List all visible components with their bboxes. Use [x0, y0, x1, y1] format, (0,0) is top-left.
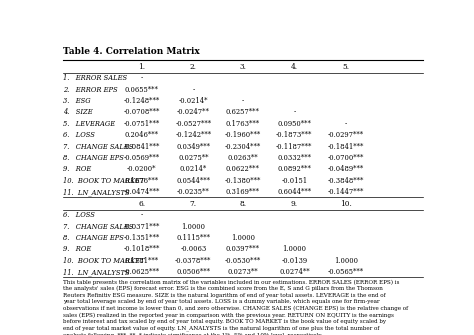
Text: -0.3848***: -0.3848*** [328, 177, 364, 185]
Text: -0.0527***: -0.0527*** [175, 120, 211, 128]
Text: 6.   LOSS: 6. LOSS [63, 131, 95, 139]
Text: -0.0151: -0.0151 [281, 177, 308, 185]
Text: -0.0751***: -0.0751*** [124, 120, 160, 128]
Text: -0.1242***: -0.1242*** [175, 131, 211, 139]
Text: 11.  LN_ANALYSTS: 11. LN_ANALYSTS [63, 268, 129, 276]
Text: 10.: 10. [340, 200, 352, 208]
Text: -: - [293, 109, 295, 117]
Text: -0.1873***: -0.1873*** [276, 131, 312, 139]
Text: -0.1447***: -0.1447*** [328, 188, 364, 196]
Text: 0.1676***: 0.1676*** [125, 177, 159, 185]
Text: 8.: 8. [239, 200, 246, 208]
Text: 1.0000: 1.0000 [182, 223, 205, 231]
Text: 0.1781***: 0.1781*** [125, 257, 159, 265]
Text: 3.   ESG: 3. ESG [63, 97, 91, 105]
Text: -: - [141, 74, 143, 82]
Text: 0.0397***: 0.0397*** [226, 246, 260, 253]
Text: -0.0474***: -0.0474*** [124, 188, 160, 196]
Text: -0.2304***: -0.2304*** [225, 142, 261, 150]
Text: 1.: 1. [138, 63, 146, 71]
Text: 1.0000: 1.0000 [334, 257, 358, 265]
Text: -0.1351***: -0.1351*** [124, 234, 160, 242]
Text: -0.0708***: -0.0708*** [124, 109, 160, 117]
Text: 11.  LN_ANALYSTS: 11. LN_ANALYSTS [63, 188, 129, 196]
Text: 6.: 6. [138, 200, 146, 208]
Text: 9.: 9. [291, 200, 298, 208]
Text: -0.0371***: -0.0371*** [124, 223, 160, 231]
Text: 0.0544***: 0.0544*** [176, 177, 210, 185]
Text: 8.   CHANGE EPS: 8. CHANGE EPS [63, 234, 124, 242]
Text: -0.0214*: -0.0214* [179, 97, 208, 105]
Text: -0.0200*: -0.0200* [127, 165, 156, 173]
Text: This table presents the correlation matrix of the variables included in our esti: This table presents the correlation matr… [63, 279, 408, 335]
Text: 0.0622***: 0.0622*** [226, 165, 260, 173]
Text: -: - [345, 120, 347, 128]
Text: -0.0235**: -0.0235** [177, 188, 210, 196]
Text: 7.   CHANGE SALES: 7. CHANGE SALES [63, 142, 133, 150]
Text: -0.0139: -0.0139 [281, 257, 308, 265]
Text: 0.0892***: 0.0892*** [277, 165, 311, 173]
Text: -0.1018***: -0.1018*** [124, 246, 160, 253]
Text: 9.   ROE: 9. ROE [63, 165, 91, 173]
Text: 1.   ERROR SALES: 1. ERROR SALES [63, 74, 127, 82]
Text: 1.0000: 1.0000 [231, 234, 255, 242]
Text: 4.: 4. [291, 63, 298, 71]
Text: 0.0273**: 0.0273** [228, 268, 258, 276]
Text: -0.0625***: -0.0625*** [124, 268, 160, 276]
Text: 0.2046***: 0.2046*** [125, 131, 159, 139]
Text: 0.3169***: 0.3169*** [226, 188, 260, 196]
Text: 8.   CHANGE EPS: 8. CHANGE EPS [63, 154, 124, 162]
Text: -0.1960***: -0.1960*** [225, 131, 261, 139]
Text: -0.0530***: -0.0530*** [225, 257, 261, 265]
Text: -0.1841***: -0.1841*** [328, 142, 364, 150]
Text: -: - [192, 86, 194, 94]
Text: -: - [141, 211, 143, 219]
Text: 9.   ROE: 9. ROE [63, 246, 91, 253]
Text: 0.0349***: 0.0349*** [176, 142, 210, 150]
Text: 0.1115***: 0.1115*** [176, 234, 210, 242]
Text: -0.0565***: -0.0565*** [328, 268, 364, 276]
Text: 3.: 3. [239, 63, 246, 71]
Text: 0.1763***: 0.1763*** [226, 120, 260, 128]
Text: 0.0332***: 0.0332*** [277, 154, 311, 162]
Text: 2.: 2. [190, 63, 197, 71]
Text: 7.   CHANGE SALES: 7. CHANGE SALES [63, 223, 133, 231]
Text: 10.  BOOK TO MARKET: 10. BOOK TO MARKET [63, 257, 145, 265]
Text: -0.0841***: -0.0841*** [124, 142, 160, 150]
Text: -0.0297***: -0.0297*** [328, 131, 364, 139]
Text: 2.   ERROR EPS: 2. ERROR EPS [63, 86, 118, 94]
Text: -0.0247**: -0.0247** [177, 109, 210, 117]
Text: 4.   SIZE: 4. SIZE [63, 109, 92, 117]
Text: -0.1187***: -0.1187*** [276, 142, 312, 150]
Text: 10.  BOOK TO MARKET: 10. BOOK TO MARKET [63, 177, 145, 185]
Text: -0.0063: -0.0063 [180, 246, 207, 253]
Text: 7.: 7. [190, 200, 197, 208]
Text: -0.1248***: -0.1248*** [124, 97, 160, 105]
Text: Table 4. Correlation Matrix: Table 4. Correlation Matrix [63, 47, 200, 56]
Text: -0.0569***: -0.0569*** [124, 154, 160, 162]
Text: 5.: 5. [342, 63, 349, 71]
Text: -0.0378***: -0.0378*** [175, 257, 211, 265]
Text: 0.0263**: 0.0263** [228, 154, 258, 162]
Text: -0.0489***: -0.0489*** [328, 165, 364, 173]
Text: -0.0700***: -0.0700*** [328, 154, 364, 162]
Text: 1.0000: 1.0000 [283, 246, 306, 253]
Text: 0.0950***: 0.0950*** [277, 120, 311, 128]
Text: -0.1380***: -0.1380*** [225, 177, 261, 185]
Text: 0.6044***: 0.6044*** [277, 188, 311, 196]
Text: -: - [242, 97, 244, 105]
Text: 6.   LOSS: 6. LOSS [63, 211, 95, 219]
Text: 0.6257***: 0.6257*** [226, 109, 260, 117]
Text: 0.0655***: 0.0655*** [125, 86, 159, 94]
Text: 0.0506***: 0.0506*** [176, 268, 210, 276]
Text: 0.0275**: 0.0275** [178, 154, 209, 162]
Text: 0.0274**: 0.0274** [279, 268, 310, 276]
Text: 0.0214*: 0.0214* [180, 165, 207, 173]
Text: 5.   LEVERAGE: 5. LEVERAGE [63, 120, 115, 128]
